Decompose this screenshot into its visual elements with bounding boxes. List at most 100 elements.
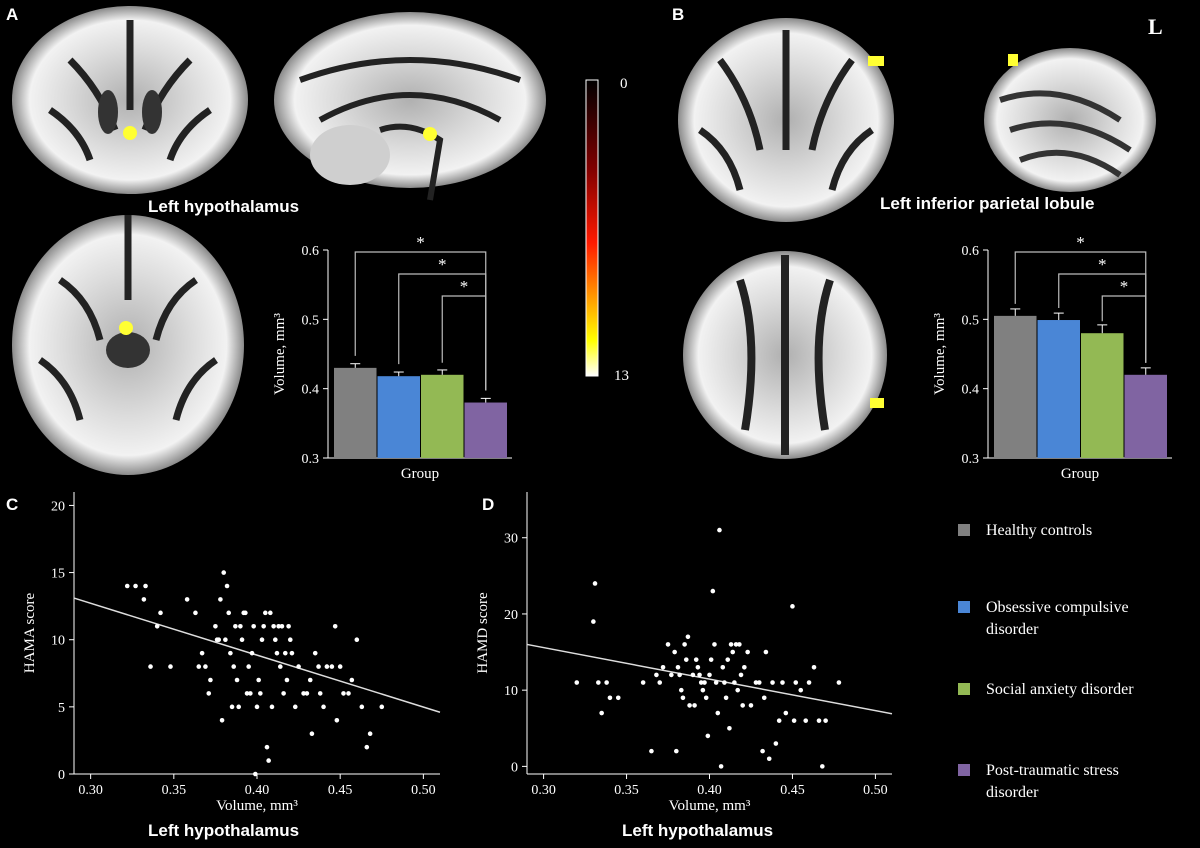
data-point	[236, 704, 241, 710]
data-point	[697, 672, 702, 678]
legend-swatch	[958, 764, 970, 776]
data-point	[234, 677, 240, 683]
legend-item: Post-traumatic stress disorder	[958, 762, 1119, 801]
data-point	[723, 695, 729, 701]
data-point	[793, 680, 799, 685]
data-point	[277, 664, 283, 669]
x-tick-label: 0.45	[780, 783, 805, 798]
y-axis-label: Volume, mm³	[932, 313, 948, 395]
data-point	[287, 637, 293, 643]
data-point	[599, 710, 604, 716]
data-point	[753, 680, 759, 685]
brain-axial-b	[683, 251, 887, 459]
bar	[334, 367, 377, 458]
data-point	[346, 691, 351, 696]
data-point	[216, 637, 222, 643]
data-point	[672, 649, 677, 655]
region-title-b: Left inferior parietal lobule	[880, 194, 1094, 213]
data-point	[244, 691, 250, 696]
data-point	[727, 725, 732, 731]
colorbar-min-label: 0	[620, 76, 628, 92]
x-tick-label: 0.30	[78, 783, 103, 798]
data-point	[657, 680, 663, 685]
data-point	[665, 642, 671, 647]
data-point	[733, 642, 739, 647]
data-point	[766, 756, 772, 762]
data-point	[253, 771, 258, 777]
brain-coronal-a	[12, 6, 248, 194]
data-point	[213, 623, 218, 629]
data-point	[715, 710, 721, 716]
y-tick-label: 0.6	[302, 244, 320, 259]
data-point	[233, 623, 238, 629]
data-point	[196, 664, 202, 669]
y-tick-label: 0.4	[962, 383, 980, 398]
data-point	[269, 704, 275, 710]
data-point	[246, 664, 251, 669]
significance-label: *	[1098, 255, 1107, 274]
legend-label: disorder	[986, 621, 1039, 638]
data-point	[264, 744, 270, 750]
data-point	[324, 664, 330, 669]
data-point	[745, 649, 750, 655]
x-tick-label: 0.35	[162, 783, 187, 798]
data-point	[379, 704, 385, 710]
data-point	[748, 703, 754, 708]
data-point	[231, 664, 237, 669]
data-point	[776, 718, 782, 723]
regression-line	[526, 643, 893, 715]
y-tick-label: 0.3	[302, 452, 320, 467]
data-point	[703, 695, 709, 701]
data-point	[256, 677, 261, 683]
data-point	[268, 610, 273, 616]
x-tick-label: 0.50	[411, 783, 436, 798]
data-point	[199, 650, 205, 656]
scatter-chart-d: 0.30 0.35 0.40 0.45 0.50 0 10 20 30 Volume, mm³ HA…	[475, 492, 893, 814]
data-point	[143, 583, 148, 589]
regression-line	[73, 597, 441, 713]
y-tick-label: 5	[58, 701, 65, 716]
data-point	[337, 664, 343, 669]
data-point	[218, 597, 223, 602]
data-point	[574, 680, 580, 685]
bar	[464, 402, 507, 458]
activation-blob	[1008, 54, 1018, 66]
data-point	[329, 664, 335, 669]
legend-item: Healthy controls	[958, 522, 1092, 539]
y-tick-label: 10	[504, 684, 518, 699]
data-point	[717, 527, 722, 533]
data-point	[321, 704, 326, 710]
data-point	[770, 680, 775, 685]
data-point	[836, 680, 842, 685]
significance-label: *	[416, 233, 425, 252]
data-point	[312, 650, 318, 656]
colorbar-max-label: 13	[614, 368, 629, 384]
data-point	[695, 664, 701, 670]
data-point	[607, 695, 613, 701]
data-point	[148, 664, 153, 669]
activation-blob	[870, 398, 884, 408]
data-point	[713, 680, 719, 685]
data-point	[678, 687, 684, 693]
data-point	[783, 710, 789, 716]
data-point	[737, 642, 742, 647]
data-point	[693, 657, 699, 662]
data-point	[728, 642, 734, 647]
data-point	[292, 704, 298, 710]
legend: Healthy controls Obsessive compulsive diso…	[958, 522, 1134, 801]
data-point	[592, 581, 598, 586]
data-point	[354, 637, 360, 643]
data-point	[249, 650, 255, 656]
data-point	[705, 733, 711, 739]
bar	[377, 376, 420, 458]
data-point	[816, 718, 822, 723]
activation-blob	[123, 126, 137, 140]
data-point	[276, 623, 281, 629]
brain-sagittal-a	[274, 12, 546, 201]
activation-blob	[868, 56, 884, 66]
y-tick-label: 15	[51, 567, 65, 582]
data-point	[279, 623, 285, 629]
data-point	[266, 758, 271, 763]
data-point	[806, 680, 812, 685]
region-title-a: Left hypothalamus	[148, 197, 299, 216]
